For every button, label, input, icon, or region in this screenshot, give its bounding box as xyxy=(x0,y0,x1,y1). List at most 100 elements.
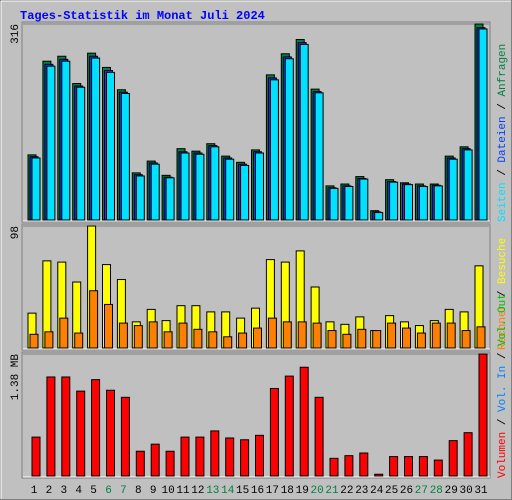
bar xyxy=(225,158,235,221)
bar xyxy=(91,57,101,221)
bar xyxy=(135,175,145,221)
bar xyxy=(29,333,39,349)
x-tick-label: 5 xyxy=(90,485,97,497)
bar xyxy=(225,437,235,477)
x-tick-label: 13 xyxy=(206,485,219,497)
bar xyxy=(253,327,262,349)
bar xyxy=(180,152,190,221)
bar xyxy=(106,71,115,221)
legend-entry: Vol. In xyxy=(497,366,509,412)
bar xyxy=(267,317,277,349)
x-tick-label: 1 xyxy=(31,485,38,497)
bar xyxy=(374,212,384,221)
bar xyxy=(342,333,352,349)
bar xyxy=(208,331,218,349)
bar xyxy=(255,152,264,221)
bar xyxy=(44,331,54,349)
bar xyxy=(299,366,309,477)
bar xyxy=(120,92,130,221)
x-tick-label: 8 xyxy=(135,485,142,497)
bar xyxy=(59,317,69,349)
bar xyxy=(193,328,203,349)
bar xyxy=(135,450,145,477)
x-tick-label: 22 xyxy=(340,485,353,497)
x-tick-label: 27 xyxy=(415,485,428,497)
bar xyxy=(61,376,71,477)
bar xyxy=(180,436,190,477)
bar xyxy=(329,187,339,221)
legend-separator: / xyxy=(497,346,509,366)
bar xyxy=(255,434,264,477)
x-tick-label: 15 xyxy=(236,485,249,497)
bar xyxy=(46,376,56,477)
legend: Rechner / Besuche xyxy=(497,238,509,350)
x-tick-label: 24 xyxy=(370,485,384,497)
bar xyxy=(389,456,399,477)
x-tick-label: 10 xyxy=(161,485,174,497)
bar xyxy=(404,184,413,221)
x-tick-label: 12 xyxy=(191,485,204,497)
bar xyxy=(404,456,413,477)
bar xyxy=(433,459,443,477)
y-tick-label: 1.38 MB xyxy=(10,354,22,401)
bar xyxy=(210,146,220,221)
bar xyxy=(433,185,443,221)
bar xyxy=(297,321,307,349)
bar xyxy=(76,86,86,221)
bar xyxy=(133,325,143,349)
bar xyxy=(104,303,113,349)
bar xyxy=(165,177,175,221)
bar xyxy=(91,379,101,477)
x-tick-label: 28 xyxy=(430,485,443,497)
bar xyxy=(195,436,205,477)
legend-entry: Anfragen xyxy=(497,44,509,97)
bar xyxy=(238,332,248,349)
x-tick-label: 14 xyxy=(221,485,235,497)
bar xyxy=(344,455,354,477)
x-tick-label: 30 xyxy=(459,485,472,497)
bar xyxy=(210,430,220,477)
bar xyxy=(431,322,441,349)
legend-entry: Seiten xyxy=(497,182,509,222)
x-tick-label: 9 xyxy=(150,485,157,497)
bar xyxy=(240,439,250,477)
x-tick-label: 20 xyxy=(310,485,323,497)
legend-entry: Vol. Out xyxy=(497,293,509,346)
x-tick-label: 11 xyxy=(176,485,190,497)
x-tick-label: 4 xyxy=(75,485,82,497)
bar xyxy=(178,322,188,349)
bar xyxy=(74,332,84,349)
bar xyxy=(89,290,99,349)
bar xyxy=(327,330,337,349)
bar xyxy=(461,330,471,349)
bar xyxy=(416,332,426,349)
bar xyxy=(106,389,115,477)
bar xyxy=(359,452,369,477)
bar xyxy=(31,157,41,221)
bar xyxy=(240,164,250,221)
bar xyxy=(478,353,488,477)
x-tick-label: 23 xyxy=(355,485,368,497)
bar xyxy=(314,92,324,221)
bar xyxy=(148,321,158,349)
bar xyxy=(312,322,322,349)
x-tick-label: 7 xyxy=(120,485,127,497)
bar xyxy=(329,457,339,477)
y-tick-label: 98 xyxy=(10,226,22,239)
x-tick-label: 2 xyxy=(46,485,53,497)
bar xyxy=(223,336,233,349)
x-tick-label: 21 xyxy=(325,485,339,497)
chart-title: Tages-Statistik im Monat Juli 2024 xyxy=(20,9,265,23)
x-tick-label: 31 xyxy=(474,485,488,497)
x-tick-label: 29 xyxy=(445,485,458,497)
bar xyxy=(269,387,279,477)
bar xyxy=(476,326,486,349)
legend-separator: / xyxy=(497,284,509,304)
bar xyxy=(195,153,205,221)
x-tick-label: 18 xyxy=(281,485,294,497)
x-tick-label: 16 xyxy=(251,485,264,497)
bar xyxy=(448,158,458,221)
x-tick-label: 6 xyxy=(105,485,112,497)
x-tick-label: 3 xyxy=(60,485,67,497)
